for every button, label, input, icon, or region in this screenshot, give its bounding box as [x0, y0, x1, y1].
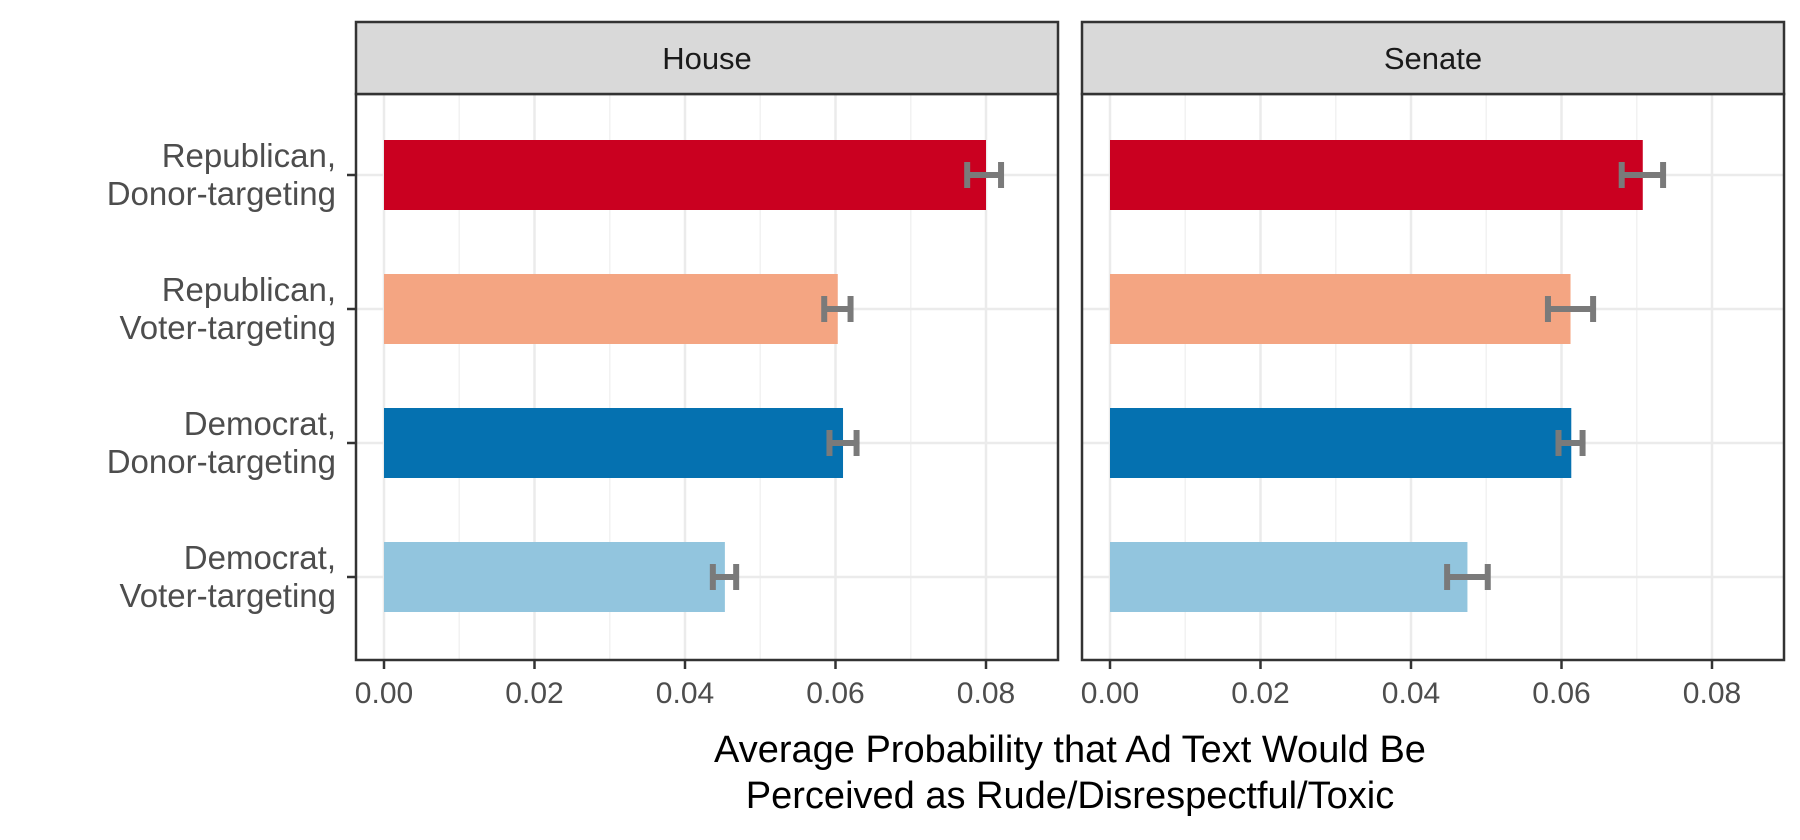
bar	[1110, 408, 1572, 478]
category-label: Donor-targeting	[107, 175, 336, 212]
x-tick-label: 0.06	[806, 677, 864, 710]
facet-strip	[354, 20, 1060, 96]
category-label: Republican,	[162, 137, 336, 174]
category-label: Republican,	[162, 271, 336, 308]
x-tick-label: 0.08	[1683, 677, 1741, 710]
facet-title: Senate	[1384, 41, 1482, 76]
category-label: Donor-targeting	[107, 443, 336, 480]
bar	[1110, 140, 1643, 210]
category-label: Voter-targeting	[120, 577, 336, 614]
bar	[384, 274, 838, 344]
category-label: Democrat,	[184, 539, 336, 576]
bar	[1110, 274, 1571, 344]
x-tick-label: 0.00	[355, 677, 413, 710]
x-tick-label: 0.02	[1231, 677, 1289, 710]
bar	[384, 408, 844, 478]
category-label: Voter-targeting	[120, 309, 336, 346]
x-tick-label: 0.06	[1532, 677, 1590, 710]
facet-title: House	[662, 41, 752, 76]
bar	[384, 140, 986, 210]
x-tick-label: 0.02	[505, 677, 563, 710]
facet-strip	[1080, 20, 1786, 96]
x-tick-label: 0.08	[957, 677, 1015, 710]
x-tick-label: 0.04	[1382, 677, 1440, 710]
bar	[384, 542, 725, 612]
x-axis-title: Average Probability that Ad Text Would B…	[714, 729, 1426, 771]
bar	[1110, 542, 1468, 612]
x-tick-label: 0.00	[1081, 677, 1139, 710]
x-tick-label: 0.04	[656, 677, 714, 710]
x-axis-title: Perceived as Rude/Disrespectful/Toxic	[746, 775, 1394, 817]
category-label: Democrat,	[184, 405, 336, 442]
